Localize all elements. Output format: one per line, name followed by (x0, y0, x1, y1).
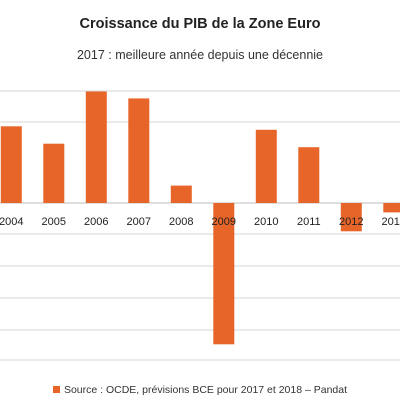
bar-2012 (340, 203, 362, 232)
category-label-2012: 2012 (339, 216, 363, 228)
bar-2010 (255, 129, 277, 203)
bar-2007 (128, 98, 150, 203)
category-label-2006: 2006 (84, 216, 108, 228)
category-label-2011: 2011 (297, 216, 321, 228)
bar-2004 (0, 126, 22, 203)
bar-2005 (43, 143, 65, 203)
bar-2013 (383, 203, 400, 213)
category-label-2010: 2010 (254, 216, 278, 228)
category-label-2007: 2007 (127, 216, 151, 228)
category-label-2013: 2013 (382, 216, 400, 228)
legend-swatch (52, 386, 60, 393)
chart-title: Croissance du PIB de la Zone Euro (79, 16, 321, 32)
chart-subtitle: 2017 : meilleure année depuis une décenn… (76, 48, 324, 62)
bar-2011 (298, 147, 320, 203)
category-label-2008: 2008 (169, 216, 193, 228)
category-label-2009: 2009 (212, 216, 236, 228)
legend-label: Source : OCDE, prévisions BCE pour 2017 … (63, 384, 348, 396)
bar-2009 (213, 203, 235, 345)
category-label-2005: 2005 (42, 216, 66, 228)
category-label-2004: 2004 (0, 216, 24, 228)
bar-2006 (85, 91, 107, 203)
bar-2008 (170, 185, 192, 203)
legend: Source : OCDE, prévisions BCE pour 2017 … (0, 384, 400, 396)
